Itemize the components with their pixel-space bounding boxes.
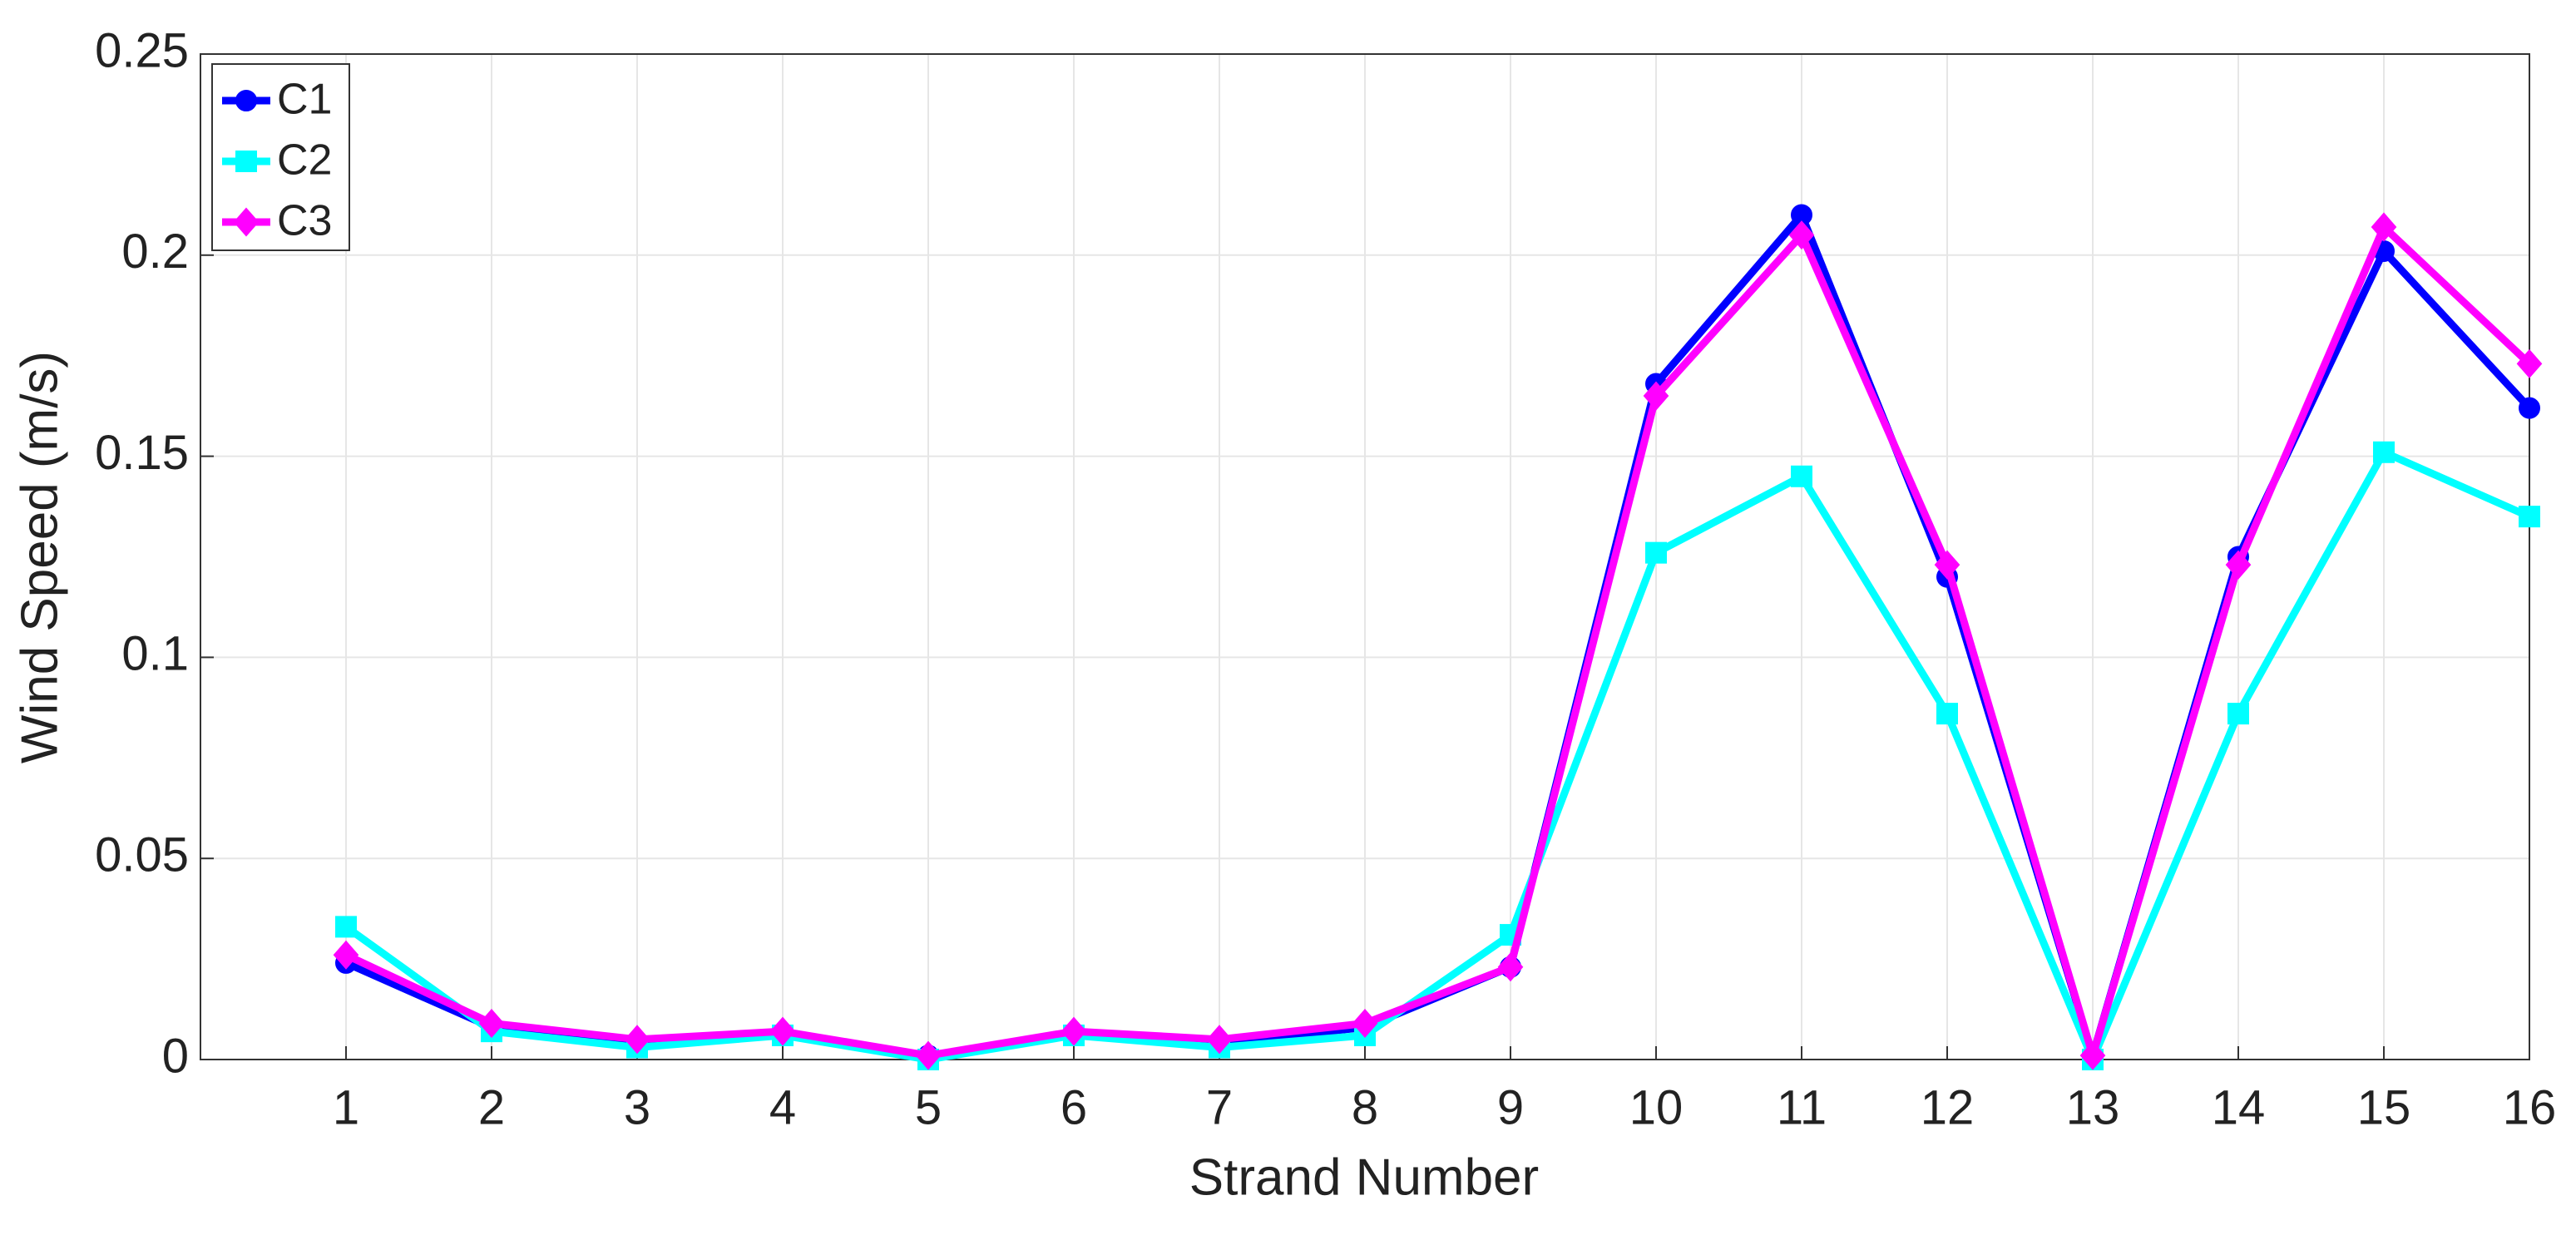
series-line <box>344 223 2533 1060</box>
y-tick-label: 0.2 <box>121 225 189 279</box>
x-axis-label: Strand Number <box>1189 1149 1539 1206</box>
marker <box>1788 220 1815 250</box>
x-tick-label: 9 <box>1497 1080 1524 1134</box>
legend: C1 C2 C3 <box>211 63 350 251</box>
x-tick-label: 8 <box>1352 1080 1378 1134</box>
y-tick-label: 0.15 <box>95 426 189 480</box>
marker <box>2519 397 2540 419</box>
marker <box>1497 952 1524 982</box>
x-tick-label: 14 <box>2212 1080 2266 1134</box>
marker <box>1352 1008 1378 1038</box>
y-tick-label: 0 <box>162 1029 189 1083</box>
y-tick-label: 0.1 <box>121 627 189 681</box>
plot-frame <box>200 53 2530 1060</box>
x-tick-label: 1 <box>333 1080 359 1134</box>
marker <box>1936 703 1958 725</box>
legend-label: C3 <box>277 197 332 245</box>
legend-marker <box>235 151 257 172</box>
x-tick-label: 5 <box>915 1080 942 1134</box>
y-tick-label: 0.05 <box>95 828 189 882</box>
marker <box>2373 441 2395 463</box>
series-line <box>344 448 2531 1064</box>
x-tick-label: 2 <box>478 1080 505 1134</box>
marker <box>1645 541 1667 564</box>
x-tick-label: 4 <box>769 1080 796 1134</box>
marker <box>2227 703 2249 725</box>
x-tick-label: 10 <box>1629 1080 1684 1134</box>
marker <box>1061 1016 1087 1046</box>
y-axis-label: Wind Speed (m/s) <box>11 351 68 763</box>
legend-marker <box>233 207 260 237</box>
marker <box>915 1040 942 1070</box>
marker <box>2371 212 2397 242</box>
x-tick-label: 16 <box>2503 1080 2557 1134</box>
legend-label: C2 <box>277 136 332 185</box>
x-tick-label: 13 <box>2066 1080 2120 1134</box>
marker <box>1934 550 1960 580</box>
legend-marker <box>235 90 257 111</box>
marker <box>2079 1040 2106 1070</box>
marker <box>2519 506 2540 528</box>
marker <box>333 940 359 970</box>
legend-label: C1 <box>277 76 332 124</box>
marker <box>1791 465 1812 487</box>
x-tick-label: 7 <box>1206 1080 1233 1134</box>
y-tick-label: 0.25 <box>95 23 189 77</box>
x-tick-label: 12 <box>1921 1080 1975 1134</box>
x-tick-label: 11 <box>1777 1080 1827 1134</box>
marker <box>478 1008 505 1038</box>
x-tick-label: 15 <box>2357 1080 2411 1134</box>
marker <box>1206 1025 1233 1055</box>
marker <box>2516 348 2543 378</box>
x-tick-label: 6 <box>1061 1080 1087 1134</box>
marker <box>624 1025 650 1055</box>
marker <box>1643 381 1669 411</box>
marker <box>2225 550 2252 580</box>
marker <box>335 916 357 938</box>
x-tick-label: 3 <box>624 1080 650 1134</box>
marker <box>769 1016 796 1046</box>
